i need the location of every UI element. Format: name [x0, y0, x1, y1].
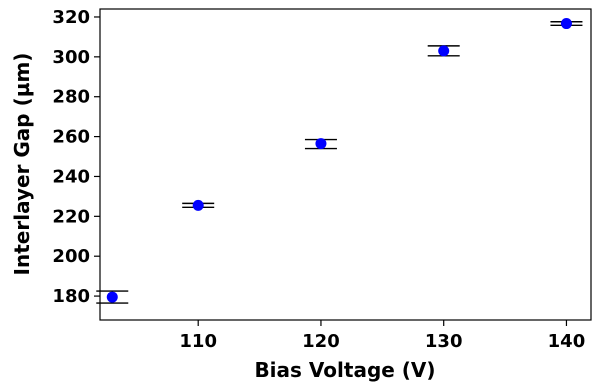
y-tick-label: 220	[52, 206, 90, 227]
y-tick-label: 200	[52, 246, 90, 267]
data-point	[192, 199, 204, 211]
y-axis-ticks: 180 200 220 240 260 280 300 320	[52, 7, 100, 307]
data-point	[438, 45, 450, 57]
x-tick-label: 120	[302, 331, 340, 352]
y-tick-label: 260	[52, 127, 90, 148]
y-tick-label: 240	[52, 166, 90, 187]
x-tick-label: 140	[548, 331, 586, 352]
x-axis-label: Bias Voltage (V)	[254, 358, 435, 382]
data-point	[560, 18, 572, 30]
y-tick-label: 180	[52, 286, 90, 307]
y-tick-label: 300	[52, 47, 90, 68]
x-tick-label: 130	[425, 331, 463, 352]
x-axis-ticks: 110 120 130 140	[179, 320, 585, 352]
x-tick-label: 110	[179, 331, 217, 352]
y-axis-label: Interlayer Gap (µm)	[10, 53, 34, 276]
data-point	[106, 291, 118, 303]
plot-frame	[99, 8, 592, 321]
data-point	[315, 138, 327, 150]
y-tick-label: 280	[52, 87, 90, 108]
data-marks	[96, 18, 583, 304]
y-tick-label: 320	[52, 7, 90, 28]
